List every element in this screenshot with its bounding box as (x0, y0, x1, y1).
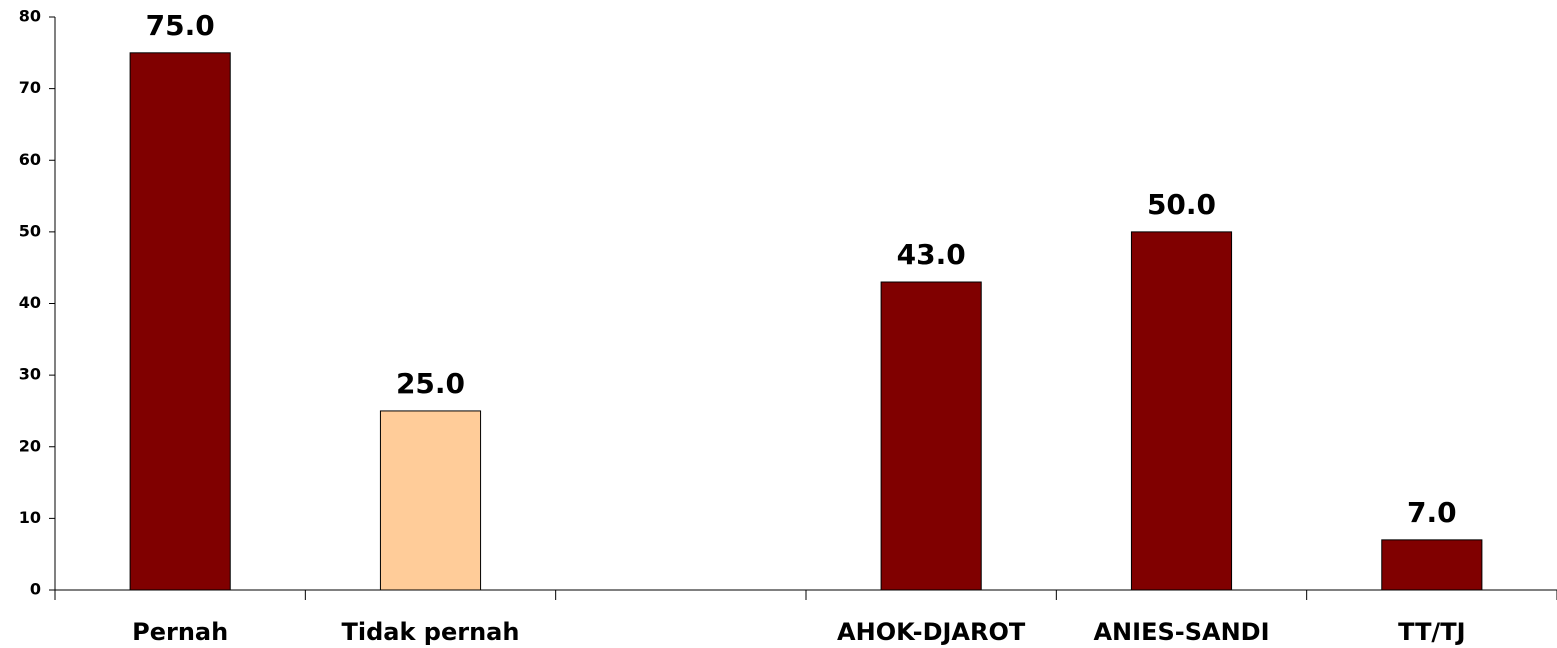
bar (1130, 231, 1233, 591)
value-label: 7.0 (1407, 496, 1457, 529)
bar (1381, 539, 1483, 591)
value-label: 75.0 (146, 9, 215, 42)
value-label: 50.0 (1147, 188, 1216, 221)
x-tick-label: ANIES-SANDI (1093, 618, 1269, 646)
y-tick-label: 0 (30, 580, 41, 599)
y-tick-label: 50 (19, 221, 41, 240)
y-tick-label: 60 (19, 150, 41, 169)
y-tick-label: 30 (19, 365, 41, 384)
value-label: 43.0 (897, 238, 966, 271)
bar (880, 281, 982, 591)
value-label: 25.0 (396, 367, 465, 400)
y-tick-label: 40 (19, 293, 41, 312)
y-tick-label: 10 (19, 508, 41, 527)
x-tick-label: Pernah (132, 618, 228, 646)
x-tick-label: Tidak pernah (342, 618, 520, 646)
bar (129, 52, 231, 591)
x-tick-label: AHOK-DJAROT (837, 618, 1026, 646)
y-tick-label: 70 (19, 78, 41, 97)
bar (379, 410, 482, 591)
y-tick-label: 80 (19, 7, 41, 26)
y-tick-label: 20 (19, 436, 41, 455)
x-tick-label: TT/TJ (1398, 618, 1465, 646)
